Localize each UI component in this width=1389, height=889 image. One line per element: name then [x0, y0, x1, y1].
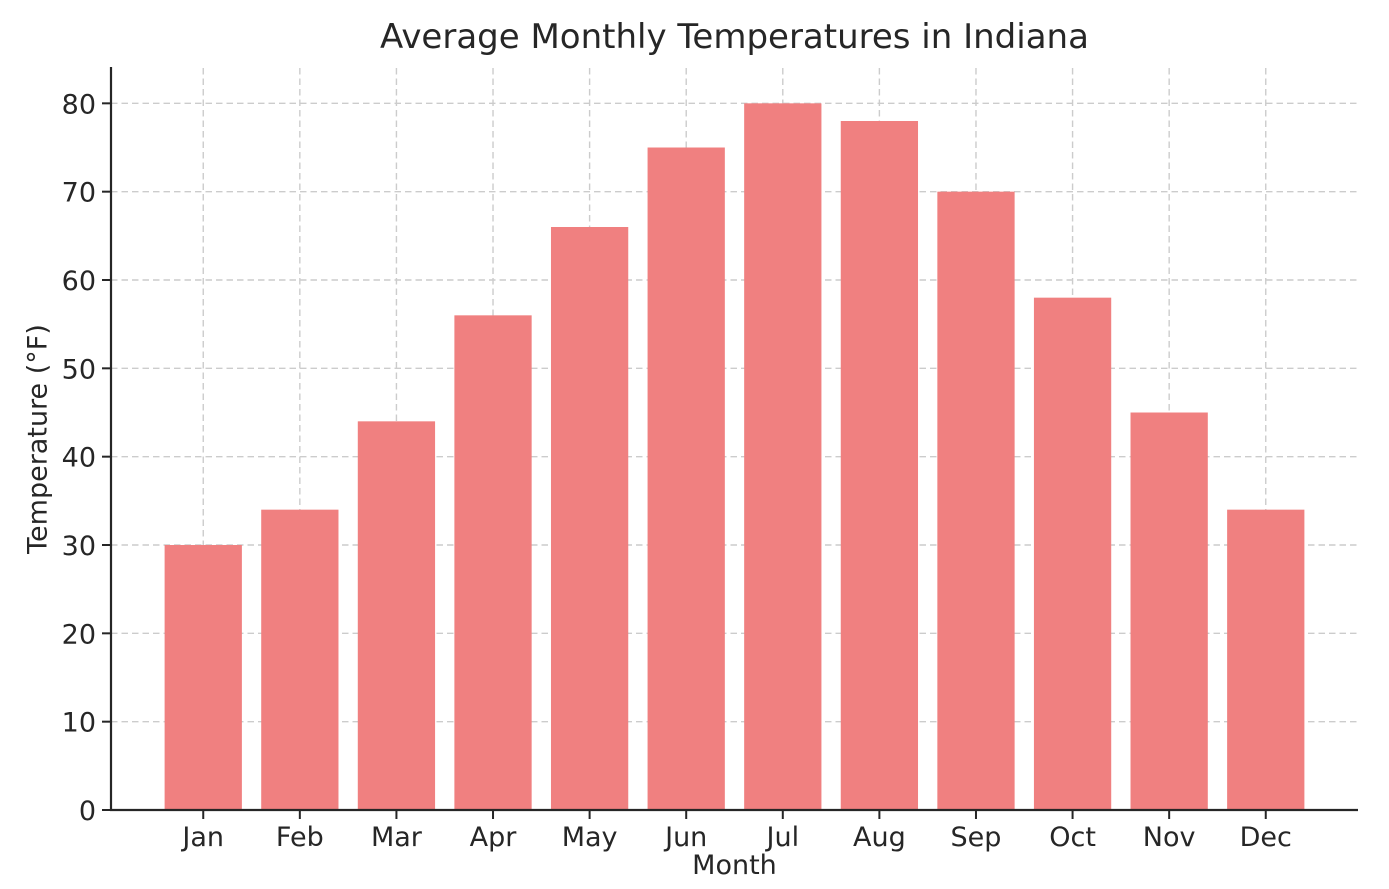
y-tick-label: 50: [62, 354, 96, 385]
x-tick-label: Nov: [1143, 822, 1196, 853]
x-tick-label: Feb: [276, 822, 324, 853]
bar-oct: [1033, 297, 1112, 811]
x-tick-label: Dec: [1240, 822, 1292, 853]
bar-jan: [164, 545, 242, 810]
x-axis-label: Month: [692, 850, 777, 881]
y-tick-label: 0: [79, 796, 96, 827]
x-tick-label: Mar: [371, 822, 423, 853]
y-tick-label: 40: [62, 443, 96, 474]
y-tick-label: 60: [62, 266, 96, 297]
bar-dec: [1227, 509, 1305, 810]
x-tick-label: Oct: [1049, 822, 1096, 853]
y-tick-label: 70: [62, 178, 96, 209]
x-tick-label: Jan: [180, 822, 224, 853]
bar-nov: [1130, 412, 1208, 810]
x-tick-label: Sep: [951, 822, 1002, 853]
y-tick-label: 20: [62, 619, 96, 650]
x-tick-label: Jun: [663, 822, 707, 853]
y-tick-label: 30: [62, 531, 96, 562]
bar-apr: [454, 315, 532, 810]
y-tick-label: 80: [62, 89, 96, 120]
x-tick-label: Apr: [470, 822, 518, 853]
x-tick-label: May: [562, 822, 618, 853]
bar-mar: [357, 421, 436, 810]
y-tick-label: 10: [62, 708, 96, 739]
x-tick-label: Aug: [853, 822, 906, 853]
bar-aug: [840, 121, 919, 810]
bar-may: [550, 227, 629, 810]
bar-jun: [647, 147, 725, 810]
chart-title: Average Monthly Temperatures in Indiana: [380, 17, 1089, 57]
bar-feb: [261, 509, 339, 810]
bar-sep: [937, 191, 1015, 810]
bar-jul: [744, 103, 822, 811]
x-tick-label: Jul: [765, 822, 800, 853]
